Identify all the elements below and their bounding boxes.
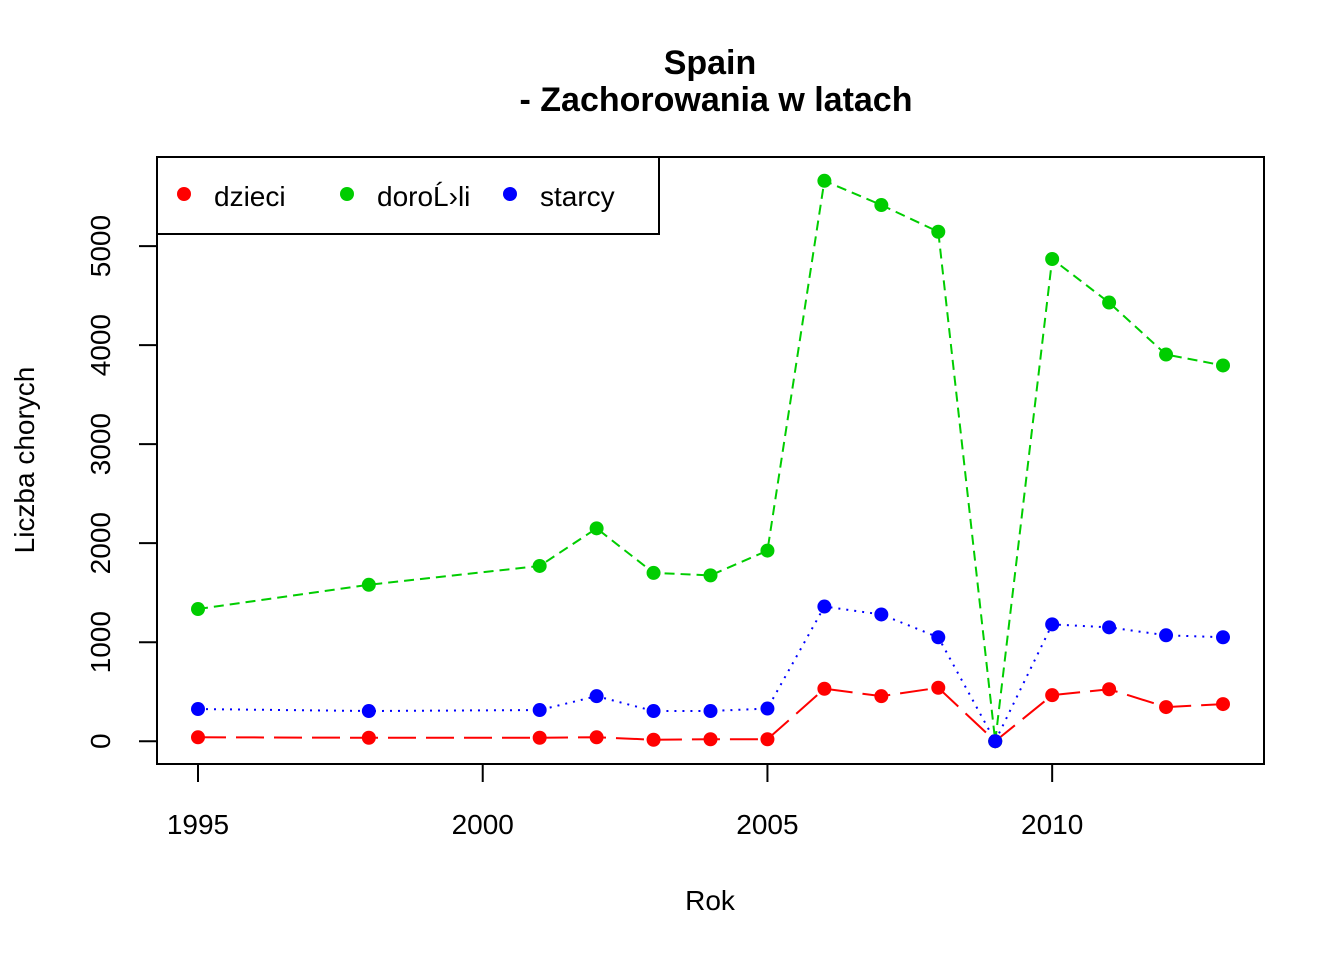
data-point bbox=[988, 734, 1003, 749]
x-axis: 1995 2000 2005 2010 bbox=[167, 763, 1083, 840]
legend-box bbox=[156, 156, 660, 235]
legend-label: doroĹ›li bbox=[377, 181, 470, 212]
data-point bbox=[931, 680, 946, 695]
data-point bbox=[191, 602, 205, 617]
data-point bbox=[874, 689, 889, 704]
legend-marker bbox=[503, 187, 517, 201]
data-point bbox=[931, 630, 946, 645]
chart-title-line-2: - Zachorowania w latach bbox=[520, 81, 913, 119]
data-point bbox=[874, 607, 889, 622]
y-tick-label: 5000 bbox=[85, 215, 116, 277]
data-point bbox=[1159, 628, 1174, 643]
data-point bbox=[817, 599, 832, 614]
y-tick-label: 3000 bbox=[85, 413, 116, 475]
series-doro-li bbox=[191, 173, 1230, 749]
data-point bbox=[191, 702, 205, 717]
series-layer bbox=[191, 173, 1230, 749]
data-point bbox=[703, 704, 718, 719]
data-point bbox=[1045, 251, 1060, 266]
data-point bbox=[874, 198, 889, 213]
data-point bbox=[1102, 682, 1117, 697]
data-point bbox=[589, 521, 604, 536]
series-line bbox=[197, 605, 1224, 744]
data-point bbox=[532, 730, 547, 745]
data-point bbox=[760, 732, 775, 747]
legend: dzieci doroĹ›li starcy bbox=[156, 156, 660, 235]
data-point bbox=[817, 681, 832, 696]
x-tick-label: 1995 bbox=[167, 809, 229, 840]
legend-marker bbox=[340, 187, 354, 201]
data-point bbox=[1159, 700, 1174, 715]
data-point bbox=[1102, 620, 1117, 635]
legend-marker bbox=[177, 187, 191, 201]
series-line bbox=[197, 179, 1224, 742]
legend-label: starcy bbox=[540, 181, 615, 212]
y-tick-label: 0 bbox=[85, 733, 116, 749]
data-point bbox=[361, 730, 376, 745]
data-point bbox=[1216, 358, 1230, 373]
data-point bbox=[1045, 617, 1060, 632]
series-line bbox=[197, 686, 1224, 743]
y-tick-label: 1000 bbox=[85, 611, 116, 673]
x-tick-label: 2000 bbox=[452, 809, 514, 840]
data-point bbox=[589, 689, 604, 704]
x-axis-title: Rok bbox=[685, 885, 736, 916]
data-point bbox=[361, 704, 376, 719]
data-point bbox=[361, 577, 376, 592]
y-tick-label: 2000 bbox=[85, 512, 116, 574]
y-tick-label: 4000 bbox=[85, 314, 116, 376]
data-point bbox=[1102, 295, 1117, 310]
data-point bbox=[1045, 688, 1060, 703]
data-point bbox=[1216, 697, 1230, 712]
data-point bbox=[1216, 630, 1230, 645]
data-point bbox=[191, 730, 205, 745]
data-point bbox=[931, 224, 946, 239]
legend-label: dzieci bbox=[214, 181, 286, 212]
chart-title-line-1: Spain bbox=[664, 44, 757, 82]
data-point bbox=[703, 732, 718, 747]
series-starcy bbox=[191, 599, 1230, 749]
x-tick-label: 2010 bbox=[1021, 809, 1083, 840]
y-axis-title: Liczba chorych bbox=[9, 367, 40, 554]
plot-frame bbox=[156, 156, 1265, 765]
data-point bbox=[703, 568, 718, 583]
data-point bbox=[760, 701, 775, 716]
data-point bbox=[646, 565, 661, 580]
data-point bbox=[532, 703, 547, 718]
data-point bbox=[532, 558, 547, 573]
data-point bbox=[760, 543, 775, 558]
data-point bbox=[589, 730, 604, 745]
y-axis: 0 1000 2000 3000 4000 5000 bbox=[85, 215, 158, 749]
data-point bbox=[646, 704, 661, 719]
data-point bbox=[1159, 347, 1174, 362]
data-point bbox=[646, 732, 661, 747]
data-point bbox=[817, 173, 832, 188]
x-tick-label: 2005 bbox=[736, 809, 798, 840]
